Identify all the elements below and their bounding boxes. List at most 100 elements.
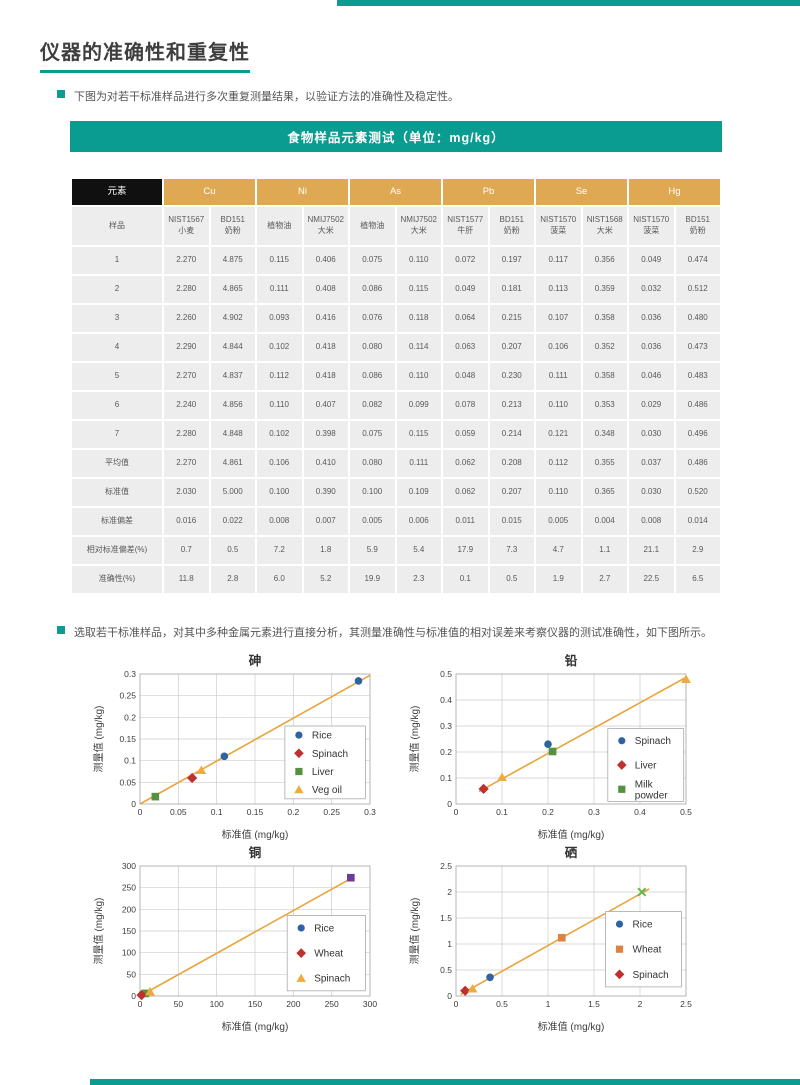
table-cell: 0.080: [350, 450, 395, 477]
table-cell: 4.856: [210, 392, 255, 419]
table-cell: 0.036: [629, 305, 674, 332]
series-liver: [478, 783, 489, 795]
svg-text:0: 0: [454, 999, 459, 1009]
table-cell: 7.3: [489, 537, 534, 564]
svg-text:Wheat: Wheat: [633, 945, 662, 956]
svg-text:0: 0: [138, 807, 143, 817]
bullet-item-1: 下图为对若干标准样品进行多次重复测量结果，以验证方法的准确性及稳定性。: [57, 88, 757, 104]
bullet-item-2: 选取若干标准样品，对其中多种金属元素进行直接分析，其测量准确性与标准值的相对误差…: [57, 624, 757, 640]
table-cell: 2.280: [164, 276, 209, 303]
table-cell: 0.110: [396, 363, 441, 390]
table-cell: 2.270: [164, 247, 209, 274]
sample-header: NIST1570 菠菜: [629, 207, 674, 245]
table-cell: 0.100: [350, 479, 395, 506]
table-cell: 0.006: [396, 508, 441, 535]
table-cell: 2.270: [164, 363, 209, 390]
table-cell: 2.7: [582, 566, 627, 593]
table-cell: 0.121: [536, 421, 581, 448]
element-header: Cu: [164, 179, 255, 205]
series-veg-oil: [196, 765, 207, 774]
table-cell: 0.7: [164, 537, 209, 564]
table-cell: 0.005: [350, 508, 395, 535]
table-cell: 0.512: [675, 276, 720, 303]
svg-text:100: 100: [210, 999, 224, 1009]
table-cell: 0.117: [536, 247, 581, 274]
series-unlabeled: [637, 887, 647, 897]
svg-text:0.2: 0.2: [124, 712, 136, 722]
svg-text:1.5: 1.5: [440, 913, 452, 923]
svg-text:2: 2: [638, 999, 643, 1009]
table-cell: 0.062: [443, 479, 488, 506]
svg-text:300: 300: [363, 999, 377, 1009]
table-cell: 0.106: [536, 334, 581, 361]
sample-header: 植物油: [350, 207, 395, 245]
table-cell: 0.230: [489, 363, 534, 390]
table-cell: 0.112: [257, 363, 302, 390]
sample-header: NIST1567 小麦: [164, 207, 209, 245]
series-rice: [486, 973, 494, 982]
table-cell: 0.099: [396, 392, 441, 419]
table-cell: 4.875: [210, 247, 255, 274]
table-cell: 0.181: [489, 276, 534, 303]
table-cell: 2.290: [164, 334, 209, 361]
table-cell: 0.358: [582, 363, 627, 390]
bullet-text-2: 选取若干标准样品，对其中多种金属元素进行直接分析，其测量准确性与标准值的相对误差…: [74, 627, 712, 639]
svg-text:1: 1: [447, 939, 452, 949]
tick-labels: 0 0.1 0.2 0.3 0.4 0.5 0 0.1 0.2 0.3 0.4 0.5: [440, 669, 692, 817]
series-milk-powder: [548, 747, 557, 756]
table-cell: 0.480: [675, 305, 720, 332]
table-row: 平均值 2.270 4.861 0.106 0.410 0.080 0.111 0.062 0.…: [72, 450, 720, 477]
sample-header: NIST1577 牛肝: [443, 207, 488, 245]
svg-text:Rice: Rice: [312, 731, 332, 742]
table-cell: 0.111: [257, 276, 302, 303]
table-cell: 0.036: [629, 334, 674, 361]
svg-text:0: 0: [131, 799, 136, 809]
sample-header: BD151 奶粉: [675, 207, 720, 245]
sample-header: 植物油: [257, 207, 302, 245]
bullet-square-icon: [57, 90, 65, 98]
table-cell: 0.418: [303, 363, 348, 390]
row-label: 6: [72, 392, 162, 419]
svg-text:0.5: 0.5: [440, 965, 452, 975]
fit-line: [139, 877, 352, 997]
y-axis-label: 测量值 (mg/kg): [92, 706, 105, 773]
sample-header: BD151 奶粉: [489, 207, 534, 245]
bottom-accent-bar: [90, 1079, 800, 1085]
table-cell: 0.407: [303, 392, 348, 419]
table-cell: 0.118: [396, 305, 441, 332]
table-cell: 0.474: [675, 247, 720, 274]
table-cell: 4.844: [210, 334, 255, 361]
table-cell: 0.102: [257, 421, 302, 448]
table-cell: 0.008: [629, 508, 674, 535]
table-cell: 0.115: [396, 421, 441, 448]
svg-text:0.1: 0.1: [440, 773, 452, 783]
table-cell: 0.410: [303, 450, 348, 477]
series-unlabeled: [347, 873, 355, 882]
table-cell: 0.064: [443, 305, 488, 332]
svg-text:200: 200: [286, 999, 300, 1009]
table-cell: 0.358: [582, 305, 627, 332]
y-axis-label: 测量值 (mg/kg): [92, 898, 105, 965]
table-cell: 0.418: [303, 334, 348, 361]
svg-text:50: 50: [127, 969, 137, 979]
table-cell: 0.365: [582, 479, 627, 506]
table-cell: 1.8: [303, 537, 348, 564]
table-cell: 0.016: [164, 508, 209, 535]
y-axis-label: 测量值 (mg/kg): [408, 706, 421, 773]
svg-text:0.25: 0.25: [119, 691, 136, 701]
plot-border: [455, 673, 687, 805]
series-wheat: [136, 990, 147, 1001]
table-cell: 0.208: [489, 450, 534, 477]
table-cell: 0.030: [629, 421, 674, 448]
bullet-text-1: 下图为对若干标准样品进行多次重复测量结果，以验证方法的准确性及稳定性。: [74, 91, 459, 103]
table-cell: 0.086: [350, 276, 395, 303]
legend: Rice Spinach Liver Veg oil: [284, 725, 366, 800]
row-label: 3: [72, 305, 162, 332]
svg-text:150: 150: [248, 999, 262, 1009]
table-cell: 0.110: [536, 392, 581, 419]
table-cell: 0.008: [257, 508, 302, 535]
svg-text:0.2: 0.2: [287, 807, 299, 817]
table-cell: 1.1: [582, 537, 627, 564]
svg-text:Veg oil: Veg oil: [312, 785, 342, 796]
table-row: 相对标准偏差(%) 0.7 0.5 7.2 1.8 5.9 5.4 17.9 7.3 4.7 1.1…: [72, 537, 720, 564]
